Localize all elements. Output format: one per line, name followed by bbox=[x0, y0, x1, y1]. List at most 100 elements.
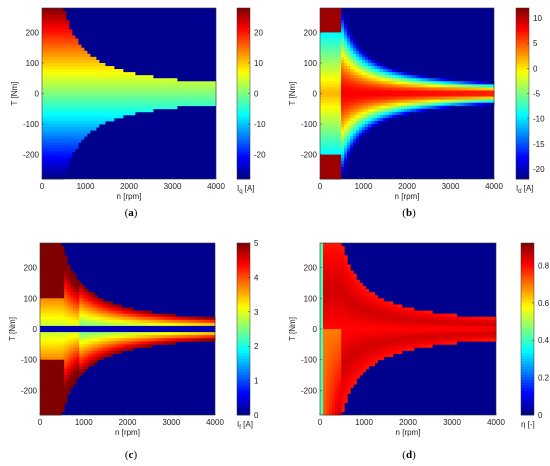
heatmap-cell bbox=[410, 105, 414, 110]
heatmap-cell bbox=[114, 102, 118, 107]
heatmap-cell bbox=[58, 368, 62, 373]
heatmap-cell bbox=[61, 298, 65, 302]
colorbar-segment bbox=[237, 50, 250, 54]
heatmap-cell bbox=[341, 329, 345, 333]
colorbar-segment bbox=[516, 160, 529, 164]
heatmap-cell bbox=[75, 53, 79, 58]
heatmap-cell bbox=[428, 99, 432, 104]
heatmap-cell bbox=[138, 90, 142, 94]
heatmap-cell bbox=[52, 279, 56, 284]
heatmap-cell bbox=[485, 90, 489, 94]
heatmap-cell bbox=[198, 81, 202, 85]
heatmap-cell bbox=[69, 66, 73, 70]
heatmap-cell bbox=[114, 90, 118, 94]
heatmap-cell bbox=[389, 301, 394, 305]
heatmap-cell bbox=[57, 26, 61, 30]
x-tick-label: 2000 bbox=[119, 418, 137, 427]
heatmap-cell bbox=[42, 102, 46, 107]
heatmap-cell bbox=[51, 99, 55, 104]
heatmap-cell bbox=[383, 350, 388, 354]
heatmap-cell bbox=[380, 353, 385, 358]
heatmap-cell bbox=[350, 72, 354, 76]
heatmap-cell bbox=[105, 114, 109, 119]
heatmap-cell bbox=[117, 102, 121, 107]
heatmap-cell bbox=[84, 87, 88, 91]
heatmap-cell bbox=[371, 332, 376, 336]
heatmap-cell bbox=[57, 114, 61, 119]
heatmap-cell bbox=[338, 47, 342, 52]
heatmap-cell bbox=[332, 289, 336, 293]
colorbar-segment bbox=[237, 329, 250, 333]
heatmap-cell bbox=[105, 108, 109, 113]
heatmap-cell bbox=[126, 90, 130, 94]
heatmap-cell bbox=[476, 93, 480, 97]
heatmap-cell bbox=[353, 145, 357, 149]
heatmap-cell bbox=[87, 87, 91, 91]
heatmap-cell bbox=[353, 344, 357, 348]
heatmap-cell bbox=[359, 53, 363, 58]
colorbar-segment bbox=[237, 256, 250, 260]
heatmap-cell bbox=[184, 325, 189, 330]
heatmap-cell bbox=[383, 75, 387, 79]
heatmap-cell bbox=[347, 44, 351, 49]
heatmap-cell bbox=[57, 133, 61, 137]
heatmap-cell bbox=[43, 322, 47, 327]
y-tick-label: 0 bbox=[313, 90, 318, 99]
heatmap-cell bbox=[326, 81, 330, 85]
heatmap-cell bbox=[392, 72, 396, 76]
heatmap-cell bbox=[55, 289, 59, 293]
heatmap-cell bbox=[371, 341, 376, 345]
heatmap-cell bbox=[49, 301, 53, 305]
heatmap-cell bbox=[66, 157, 70, 162]
heatmap-cell bbox=[42, 26, 46, 30]
heatmap-cell bbox=[69, 56, 73, 61]
heatmap-cell bbox=[135, 105, 139, 110]
heatmap-cell bbox=[177, 90, 181, 94]
heatmap-cell bbox=[320, 292, 324, 296]
heatmap-cell bbox=[114, 72, 118, 76]
heatmap-cell bbox=[437, 102, 441, 107]
heatmap-cell bbox=[64, 292, 68, 296]
colorbar-segment bbox=[237, 117, 250, 121]
heatmap-cell bbox=[407, 78, 411, 82]
heatmap-cell bbox=[157, 332, 162, 336]
heatmap-cell bbox=[476, 81, 480, 85]
heatmap-cell bbox=[139, 313, 143, 318]
heatmap-cell bbox=[55, 353, 59, 358]
heatmap-cell bbox=[99, 120, 103, 125]
heatmap-cell bbox=[329, 399, 333, 404]
heatmap-cell bbox=[395, 93, 399, 97]
heatmap-cell bbox=[359, 120, 363, 125]
heatmap-cell bbox=[70, 384, 74, 388]
heatmap-cell bbox=[45, 41, 49, 46]
heatmap-cell bbox=[341, 72, 345, 76]
heatmap-cell bbox=[57, 120, 61, 125]
heatmap-cell bbox=[46, 255, 50, 259]
heatmap-cell bbox=[55, 258, 59, 262]
heatmap-cell bbox=[329, 301, 333, 305]
heatmap-cell bbox=[64, 384, 68, 388]
heatmap-cell bbox=[145, 329, 150, 333]
heatmap-cell bbox=[109, 335, 113, 339]
heatmap-cell bbox=[326, 14, 330, 18]
heatmap-cell bbox=[43, 372, 47, 376]
heatmap-cell bbox=[452, 78, 456, 82]
heatmap-cell bbox=[78, 47, 82, 52]
heatmap-cell bbox=[76, 301, 80, 305]
heatmap-cell bbox=[181, 325, 186, 330]
heatmap-cell bbox=[109, 344, 113, 348]
heatmap-cell bbox=[69, 69, 73, 73]
heatmap-cell bbox=[398, 310, 403, 315]
heatmap-cell bbox=[353, 108, 357, 113]
heatmap-cell bbox=[75, 120, 79, 125]
heatmap-cell bbox=[201, 99, 205, 104]
heatmap-cell bbox=[70, 353, 74, 358]
heatmap-cell bbox=[395, 319, 400, 324]
heatmap-cell bbox=[133, 329, 137, 333]
heatmap-cell bbox=[49, 384, 53, 388]
heatmap-cell bbox=[341, 29, 345, 33]
colorbar-segment bbox=[237, 101, 250, 105]
colorbar-segment bbox=[237, 267, 250, 271]
heatmap-cell bbox=[139, 332, 143, 336]
heatmap-cell bbox=[172, 335, 177, 339]
